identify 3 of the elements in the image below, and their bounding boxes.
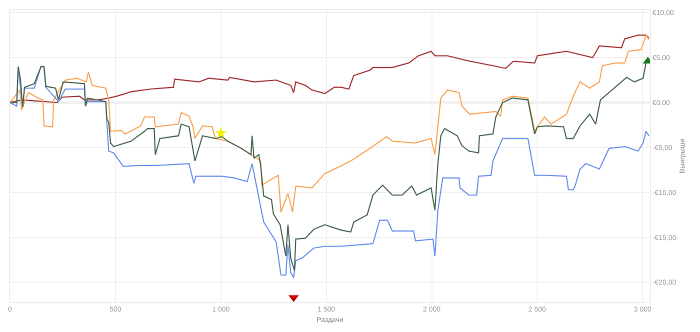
line-series [10, 34, 650, 213]
point [214, 126, 227, 138]
line-series [10, 34, 650, 104]
